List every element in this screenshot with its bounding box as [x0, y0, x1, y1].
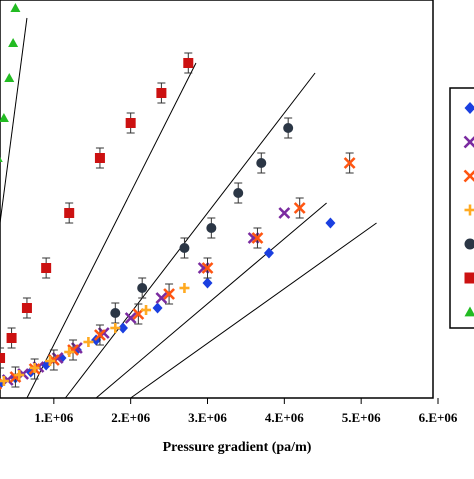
legend-marker-6: [465, 273, 474, 284]
series-2-point: [41, 263, 51, 273]
series-2-point: [126, 118, 136, 128]
x-tick-label: 2.E+06: [111, 410, 150, 425]
series-2-point: [64, 208, 74, 218]
series-3-point: [137, 283, 147, 293]
x-axis-label: Pressure gradient (pa/m): [0, 440, 474, 456]
series-2-point: [7, 333, 17, 343]
series-3-point: [206, 223, 216, 233]
series-2-point: [0, 353, 5, 363]
x-tick-label: 6.E+06: [419, 410, 458, 425]
x-tick-label: 4.E+06: [265, 410, 304, 425]
series-3-point: [256, 158, 266, 168]
x-tick-label: 1.E+06: [34, 410, 73, 425]
series-2-point: [95, 153, 105, 163]
series-2-point: [156, 88, 166, 98]
series-2-point: [183, 58, 193, 68]
x-tick-label: 3.E+06: [188, 410, 227, 425]
series-3-point: [283, 123, 293, 133]
plot-frame: [0, 0, 433, 398]
x-axis-ticks: 1.E+06 2.E+06 3.E+06 4.E+06 5.E+06 6.E+06: [34, 398, 457, 425]
series-3-point: [233, 188, 243, 198]
series-3-point: [179, 243, 189, 253]
x-tick-label: 5.E+06: [342, 410, 381, 425]
series-3-point: [110, 308, 120, 318]
series-2-point: [22, 303, 32, 313]
